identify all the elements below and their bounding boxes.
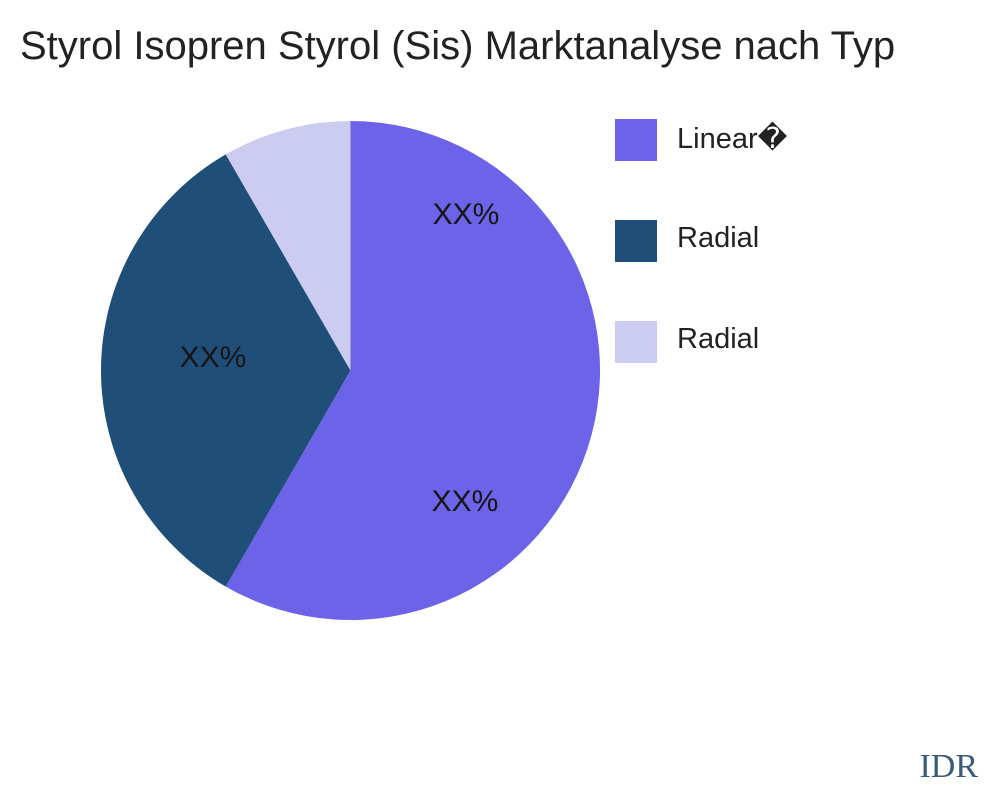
svg-text:XX%: XX% [432,485,499,518]
svg-text:XX%: XX% [433,198,500,231]
svg-text:XX%: XX% [180,341,247,374]
